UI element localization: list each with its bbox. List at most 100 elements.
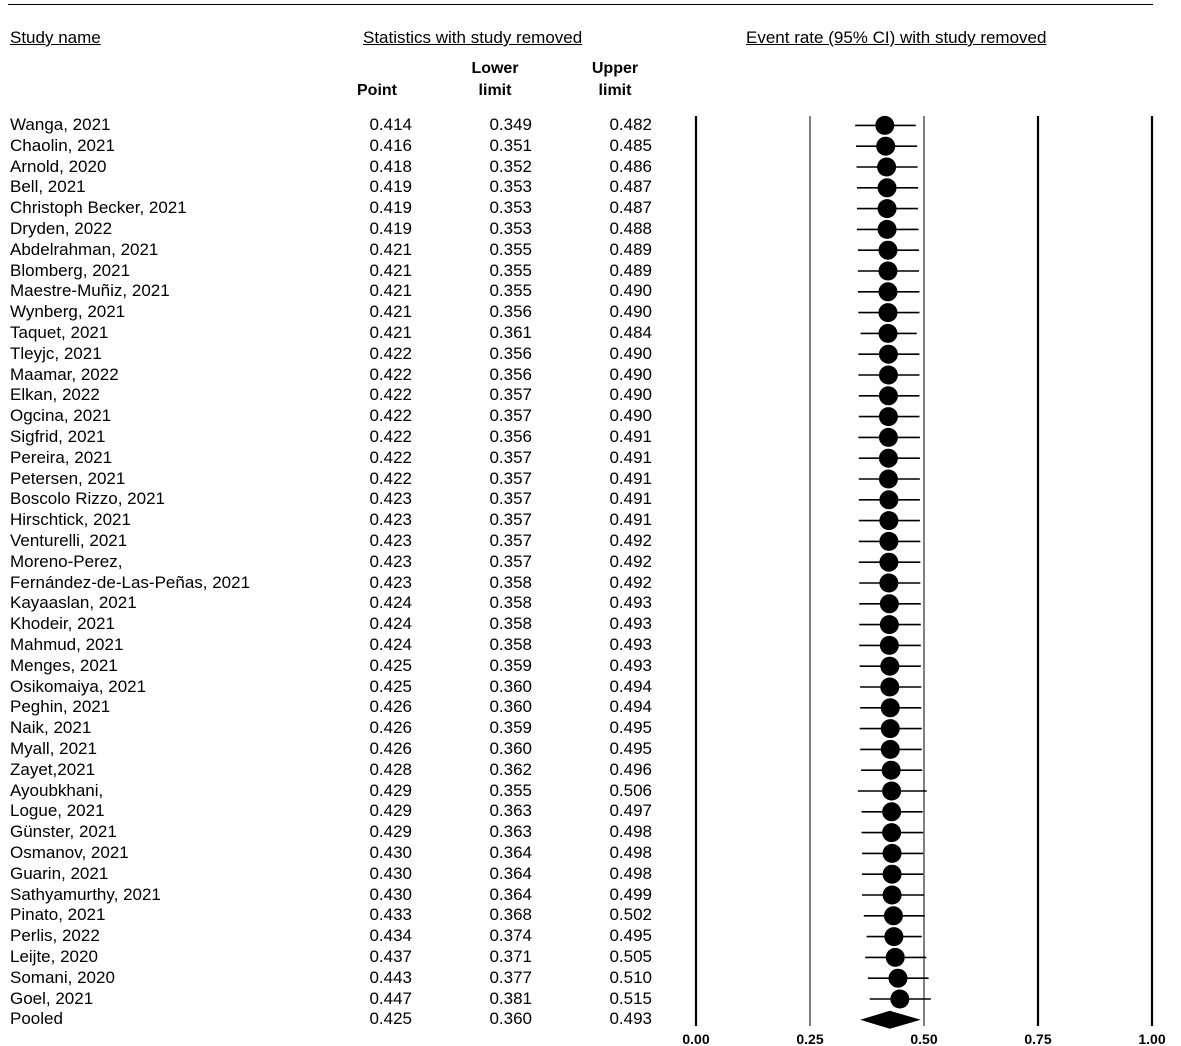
point-marker [878,469,898,489]
point-marker [882,843,902,863]
point-marker [879,573,899,593]
point-value: 0.422 [369,427,412,446]
upper-limit-value: 0.492 [609,551,652,571]
upper-limit-value: 0.490 [609,364,652,384]
x-tick-label: 0.75 [1024,1031,1051,1046]
upper-limit-value: 0.490 [609,385,652,405]
point-marker [882,864,902,884]
lower-limit-value: 0.357 [489,447,532,467]
study-name: Maestre-Muñiz, 2021 [10,281,170,301]
point-value: 0.430 [369,843,412,862]
lower-limit-value: 0.358 [489,635,532,654]
study-name: Fernández-de-Las-Peñas, 2021 [10,572,251,592]
upper-limit-value: 0.488 [609,219,652,238]
study-name: Perlis, 2022 [10,926,100,946]
point-value: 0.424 [369,635,412,654]
study-name: Sigfrid, 2021 [10,427,106,446]
point-value: 0.428 [369,759,412,779]
study-name: Pooled [10,1009,63,1029]
point-marker [890,989,910,1009]
upper-limit-value: 0.487 [609,177,652,197]
x-tick-label: 0.00 [682,1031,709,1046]
point-marker [882,802,902,822]
point-value: 0.425 [369,655,412,675]
study-name: Maamar, 2022 [10,364,119,384]
point-value: 0.437 [369,947,412,966]
lower-limit-value: 0.356 [489,302,532,322]
lower-limit-value: 0.357 [489,406,532,426]
lower-limit-value: 0.351 [489,135,532,155]
point-value: 0.423 [369,551,412,571]
point-marker [878,407,898,427]
point-header: Point [357,82,397,99]
lower-limit-value: 0.349 [489,115,532,134]
study-name: Leijte, 2020 [10,947,98,966]
upper-limit-header: Upper limit [591,60,639,99]
upper-limit-value: 0.498 [609,822,652,842]
lower-limit-value: 0.355 [489,260,532,280]
upper-limit-value: 0.497 [609,801,652,821]
point-marker [879,490,899,510]
study-name: Tleyjc, 2021 [10,343,102,363]
lower-limit-value: 0.356 [489,343,532,363]
lower-limit-value: 0.356 [489,427,532,446]
point-marker [878,261,898,281]
point-value: 0.429 [369,801,412,821]
upper-limit-value: 0.495 [609,926,652,946]
point-marker [880,698,900,718]
lower-limit-value: 0.357 [489,510,532,530]
study-name: Kayaaslan, 2021 [10,593,137,613]
point-marker [877,178,897,198]
lower-limit-value: 0.355 [489,780,532,800]
top-rule [8,4,1153,5]
upper-limit-value: 0.490 [609,343,652,363]
upper-limit-value: 0.492 [609,531,652,550]
study-name: Dryden, 2022 [10,219,113,238]
point-value: 0.424 [369,593,412,613]
study-name: Ayoubkhani, [10,780,104,800]
point-marker [876,136,896,156]
point-value: 0.423 [369,489,412,509]
lower-limit-value: 0.357 [489,468,532,488]
point-marker [878,323,898,343]
point-marker [879,511,899,531]
statistics-header: Statistics with study removed [363,28,583,47]
lower-limit-value: 0.371 [489,947,532,966]
point-value: 0.418 [369,156,412,176]
upper-limit-value: 0.490 [609,406,652,426]
study-name: Taquet, 2021 [10,323,109,342]
point-marker [878,427,898,447]
lower-limit-value: 0.360 [489,1009,532,1029]
upper-limit-value: 0.493 [609,635,652,654]
lower-limit-value: 0.358 [489,593,532,613]
study-name: Ogcina, 2021 [10,406,112,426]
lower-limit-value: 0.353 [489,177,532,197]
point-value: 0.429 [369,822,412,842]
point-marker [879,635,899,655]
lower-limit-value: 0.359 [489,655,532,675]
lower-limit-header: Lower limit [471,60,519,99]
study-name-header: Study name [10,28,101,47]
study-name: Elkan, 2022 [10,385,100,405]
point-marker [883,906,903,926]
study-name: Osikomaiya, 2021 [10,676,147,696]
lower-limit-value: 0.361 [489,323,532,342]
point-value: 0.429 [369,780,412,800]
point-value: 0.422 [369,385,412,405]
point-value: 0.423 [369,531,412,550]
upper-limit-value: 0.485 [609,135,652,155]
point-marker [880,677,900,697]
study-name: Myall, 2021 [10,739,97,758]
point-value: 0.419 [369,177,412,197]
lower-limit-value: 0.358 [489,614,532,634]
upper-limit-value: 0.515 [609,988,652,1008]
point-marker [878,448,898,468]
point-value: 0.426 [369,718,412,738]
study-name: Hirschtick, 2021 [10,510,131,530]
lower-limit-value: 0.364 [489,884,532,904]
upper-limit-value: 0.493 [609,593,652,613]
upper-limit-value: 0.482 [609,115,652,134]
study-name: Petersen, 2021 [10,468,126,488]
upper-limit-value: 0.499 [609,884,652,904]
